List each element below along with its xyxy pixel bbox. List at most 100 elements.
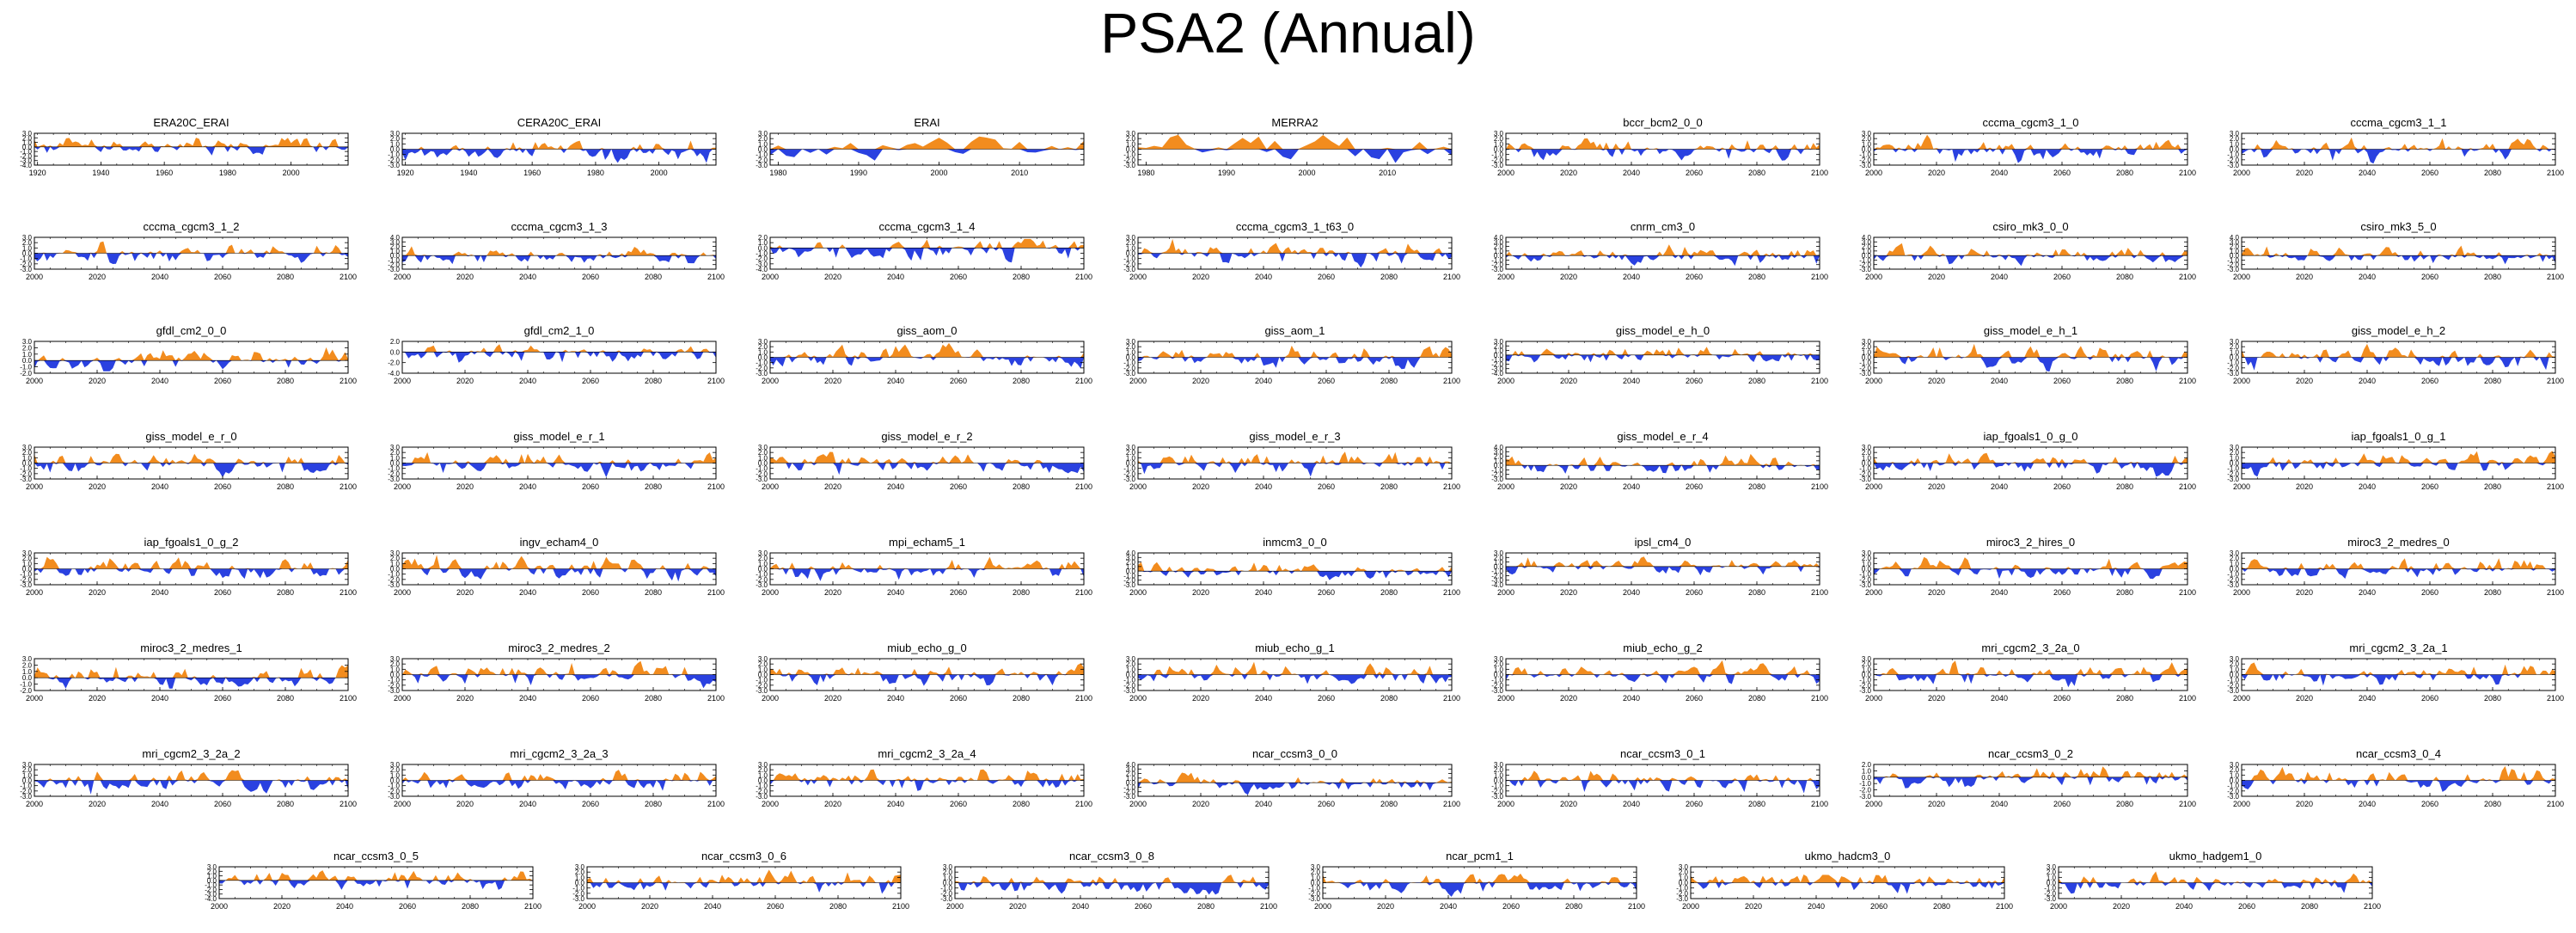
- y-tick-label: -3.0: [388, 476, 400, 483]
- negative-area: [1506, 780, 1820, 794]
- y-tick-label: 0.0: [1126, 672, 1136, 679]
- y-tick-label: 1.0: [1126, 563, 1136, 571]
- y-tick-label: 0.0: [207, 877, 217, 885]
- y-tick-label: 0.0: [1494, 252, 1504, 260]
- y-tick-label: -2.0: [1859, 157, 1871, 164]
- x-tick-label: 2080: [645, 482, 662, 491]
- y-tick-label: 2.0: [390, 555, 401, 562]
- x-tick-label: 2100: [2547, 482, 2564, 491]
- x-tick-label: 2000: [283, 169, 300, 177]
- chart-title: cccma_cgcm3_1_t63_0: [1236, 220, 1354, 233]
- y-tick-label: 3.0: [390, 238, 401, 246]
- negative-area: [2242, 674, 2555, 686]
- x-tick-label: 2000: [2050, 902, 2067, 911]
- y-tick-label: 2.0: [1494, 554, 1504, 562]
- negative-area: [1138, 674, 1452, 684]
- chart-title: ipsl_cm4_0: [1635, 536, 1692, 549]
- y-tick-label: -2.0: [756, 470, 768, 478]
- x-tick-label: 2060: [1686, 800, 1703, 808]
- x-tick-label: 2080: [1197, 902, 1215, 911]
- y-tick-label: -2.0: [388, 682, 400, 690]
- x-tick-label: 1980: [587, 169, 604, 177]
- y-tick-label: 2.0: [758, 343, 768, 351]
- x-tick-label: 2080: [1380, 694, 1398, 703]
- y-tick-label: -3.0: [756, 261, 768, 268]
- positive-area: [1874, 242, 2187, 256]
- positive-area: [1506, 770, 1820, 781]
- x-tick-label: 2100: [2547, 377, 2564, 385]
- x-tick-label: 2080: [1380, 377, 1398, 385]
- x-tick-label: 2080: [1933, 902, 1950, 911]
- y-tick-label: -3.0: [2227, 266, 2239, 273]
- y-tick-label: -2.0: [1123, 682, 1135, 690]
- x-tick-label: 2000: [394, 588, 411, 597]
- negative-area: [2242, 149, 2555, 164]
- y-tick-label: 0.0: [1126, 146, 1136, 154]
- x-tick-label: 2080: [277, 377, 294, 385]
- y-tick-label: -1.0: [2227, 151, 2239, 159]
- y-tick-label: -3.0: [756, 476, 768, 483]
- y-tick-label: -1.0: [1123, 255, 1135, 263]
- positive-area: [402, 555, 716, 569]
- y-tick-label: -3.0: [2227, 370, 2239, 377]
- x-tick-label: 1960: [156, 169, 173, 177]
- y-tick-label: -3.0: [205, 891, 217, 899]
- chart-panel: cccma_cgcm3_1_03.02.01.00.0-1.0-2.0-3.02…: [1859, 116, 2196, 177]
- y-tick-label: 2.0: [22, 344, 33, 352]
- x-tick-label: 2040: [519, 377, 536, 385]
- x-tick-label: 2020: [273, 902, 291, 911]
- x-tick-label: 2080: [2484, 169, 2501, 177]
- negative-area: [1506, 255, 1820, 267]
- y-tick-label: -2.0: [1123, 157, 1135, 164]
- y-tick-label: 2.0: [22, 134, 33, 142]
- x-tick-label: 2060: [1686, 482, 1703, 491]
- chart-title: ERA20C_ERAI: [153, 116, 229, 129]
- x-tick-label: 2080: [277, 482, 294, 491]
- y-tick-label: -2.0: [2044, 890, 2056, 898]
- y-tick-label: 0.0: [2230, 354, 2240, 362]
- y-tick-label: -1.0: [1123, 465, 1135, 473]
- x-tick-label: 2100: [340, 377, 357, 385]
- y-tick-label: 0.0: [390, 146, 401, 154]
- y-tick-label: -2.0: [2227, 470, 2239, 478]
- x-tick-label: 2020: [641, 902, 658, 911]
- x-tick-label: 2100: [1075, 694, 1092, 703]
- y-tick-label: 2.0: [1494, 243, 1504, 251]
- x-tick-label: 2060: [582, 377, 599, 385]
- y-tick-label: 0.0: [1126, 568, 1136, 575]
- y-tick-label: -4.0: [388, 370, 400, 377]
- x-tick-label: 2020: [456, 273, 474, 281]
- y-tick-label: 1.0: [1494, 347, 1504, 355]
- x-tick-label: 2020: [1928, 588, 1945, 597]
- x-tick-label: 2060: [2421, 273, 2438, 281]
- y-tick-label: -3.0: [20, 476, 32, 483]
- x-tick-label: 2000: [1299, 169, 1316, 177]
- x-tick-label: 2100: [1443, 482, 1460, 491]
- x-tick-label: 2060: [1686, 169, 1703, 177]
- x-tick-label: 2060: [950, 482, 967, 491]
- y-tick-label: -1.0: [388, 677, 400, 684]
- x-tick-label: 2060: [1135, 902, 1152, 911]
- y-tick-label: -1.0: [2227, 677, 2239, 684]
- x-tick-label: 2040: [2359, 169, 2376, 177]
- y-tick-label: -3.0: [756, 793, 768, 801]
- y-tick-label: 2.0: [22, 239, 33, 247]
- y-tick-label: -1.0: [1123, 677, 1135, 684]
- y-tick-label: 1.0: [758, 771, 768, 779]
- negative-area: [34, 360, 348, 371]
- y-tick-label: -1.0: [20, 465, 32, 473]
- y-tick-label: 0.0: [943, 880, 953, 887]
- x-tick-label: 2020: [1192, 377, 1209, 385]
- positive-area: [1323, 873, 1637, 883]
- x-tick-label: 2080: [2116, 588, 2133, 597]
- x-tick-label: 2060: [2053, 273, 2071, 281]
- negative-area: [1874, 776, 2187, 789]
- y-tick-label: -1.0: [1123, 572, 1135, 580]
- x-tick-label: 2080: [2484, 482, 2501, 491]
- x-tick-label: 1980: [219, 169, 236, 177]
- x-tick-label: 2100: [1996, 902, 2013, 911]
- chart-panel: giss_model_e_r_1 3.02.01.00.0-1.0-2.0-3.0…: [388, 430, 725, 491]
- y-tick-label: 0.0: [390, 252, 401, 260]
- x-tick-label: 2020: [1928, 377, 1945, 385]
